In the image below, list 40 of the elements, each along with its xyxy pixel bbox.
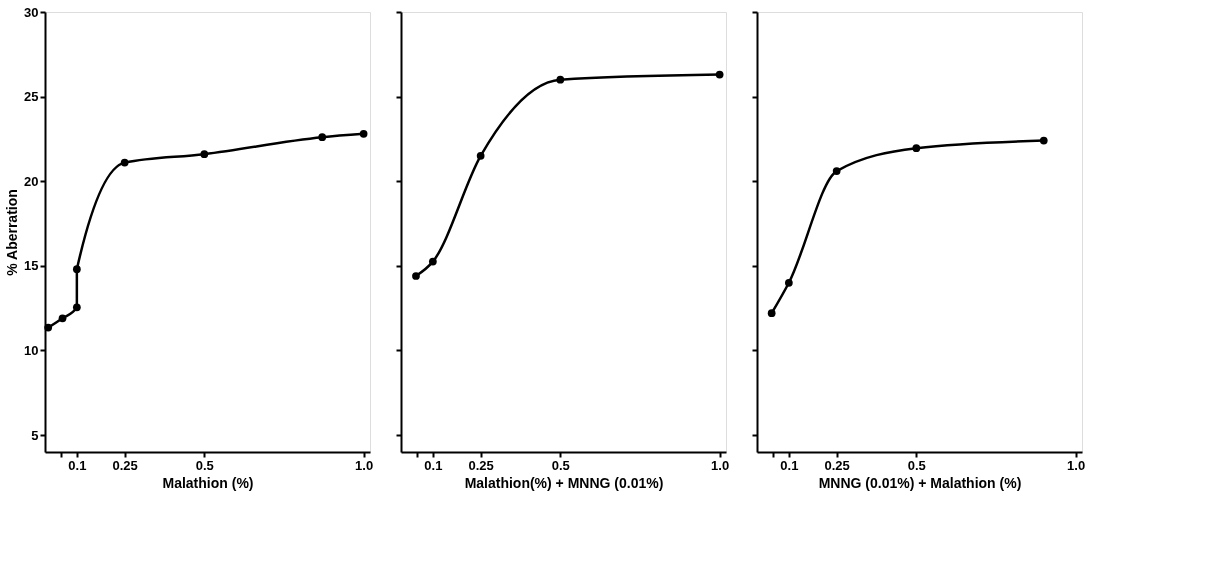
point <box>72 265 81 274</box>
point <box>556 75 565 84</box>
y-tick-label: 25 <box>24 89 39 105</box>
x-tick-label: 0.25 <box>824 457 850 473</box>
point <box>412 272 420 280</box>
x-tick-label: 0.1 <box>780 457 799 473</box>
y-tick-label: 15 <box>24 258 39 274</box>
point <box>832 167 841 175</box>
y-tick-label: 30 <box>24 4 39 20</box>
point <box>912 144 921 153</box>
x-tick-label: 0.25 <box>468 457 494 473</box>
x-tick-label: 1.0 <box>355 457 374 473</box>
point <box>428 257 437 266</box>
point <box>476 151 485 160</box>
point <box>318 133 327 142</box>
point <box>44 323 53 332</box>
y-tick-label: 5 <box>31 427 39 443</box>
point <box>1039 136 1048 145</box>
x-tick-label: 1.0 <box>711 457 730 473</box>
point <box>58 314 67 323</box>
y-tick-label: 10 <box>24 342 39 358</box>
point <box>767 309 776 318</box>
x-axis-title: Malathion(%) + MNNG (0.01%) <box>464 474 664 491</box>
x-tick-label: 0.5 <box>551 457 570 473</box>
point <box>120 158 129 167</box>
x-axis-title: MNNG (0.01%) + Malathion (%) <box>818 474 1022 491</box>
point <box>715 70 724 79</box>
y-tick-label: 20 <box>24 173 39 189</box>
x-tick-label: 1.0 <box>1067 457 1086 473</box>
point <box>359 129 368 138</box>
y-axis-title: % Aberration <box>4 189 21 276</box>
x-tick-label: 0.1 <box>424 457 443 473</box>
point <box>784 278 793 287</box>
x-tick-label: 0.5 <box>907 457 926 473</box>
x-tick-label: 0.5 <box>195 457 214 473</box>
x-axis-title: Malathion (%) <box>162 474 254 491</box>
point <box>72 303 81 312</box>
point <box>200 150 209 159</box>
x-tick-label: 0.1 <box>68 457 87 473</box>
x-tick-label: 0.25 <box>112 457 138 473</box>
